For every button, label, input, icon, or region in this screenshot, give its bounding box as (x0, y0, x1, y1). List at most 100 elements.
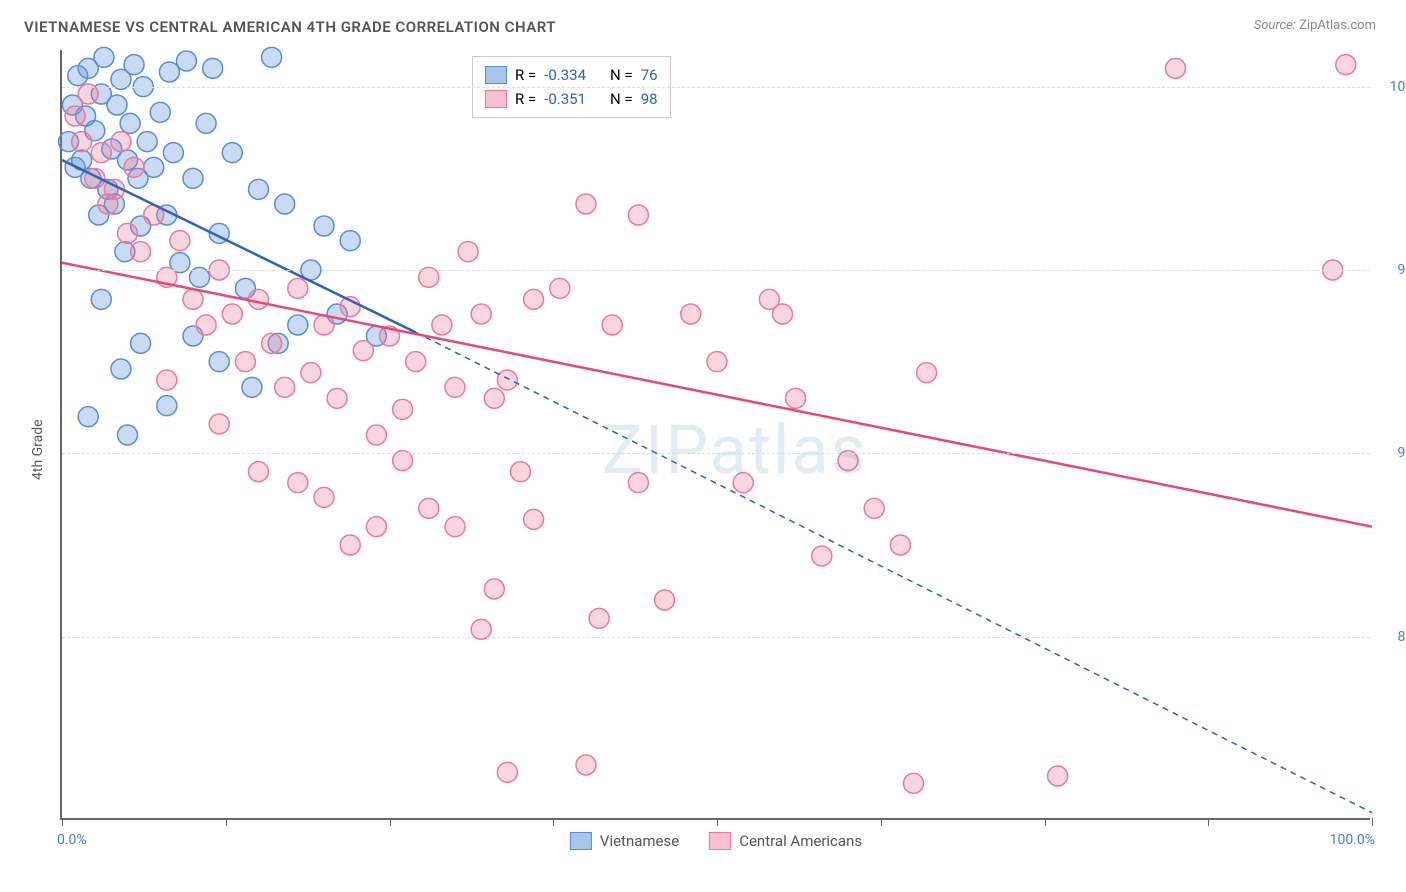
x-tick (1372, 818, 1373, 826)
data-point (1166, 58, 1186, 78)
x-axis-min-label: 0.0% (57, 832, 87, 848)
legend-bottom: Vietnamese Central Americans (570, 832, 862, 850)
data-point (550, 278, 570, 298)
data-point (183, 289, 203, 309)
data-point (576, 194, 596, 214)
data-point (419, 498, 439, 518)
data-point (681, 304, 701, 324)
x-tick (717, 818, 718, 826)
data-point (118, 425, 138, 445)
x-tick (553, 818, 554, 826)
data-point (120, 113, 140, 133)
data-point (406, 352, 426, 372)
data-point (163, 143, 183, 163)
data-point (196, 315, 216, 335)
data-point (176, 51, 196, 71)
data-point (864, 498, 884, 518)
data-point (432, 315, 452, 335)
legend-item-0: Vietnamese (570, 832, 679, 850)
data-point (497, 762, 517, 782)
data-point (314, 216, 334, 236)
data-point (91, 143, 111, 163)
data-point (445, 517, 465, 537)
data-point (484, 579, 504, 599)
data-point (235, 352, 255, 372)
data-point (124, 157, 144, 177)
data-point (94, 47, 114, 67)
data-point (471, 304, 491, 324)
data-point (131, 333, 151, 353)
data-point (124, 55, 144, 75)
data-point (209, 414, 229, 434)
grid-line (62, 87, 1370, 88)
trend-line-dashed (416, 332, 1372, 812)
n-label-0: N = (610, 63, 633, 87)
data-point (733, 473, 753, 493)
data-point (1336, 55, 1356, 75)
data-point (366, 425, 386, 445)
x-tick (881, 818, 882, 826)
data-point (890, 535, 910, 555)
data-point (602, 315, 622, 335)
data-point (196, 113, 216, 133)
data-point (353, 341, 373, 361)
y-tick-label: 100.0% (1380, 79, 1406, 95)
data-point (812, 546, 832, 566)
data-point (628, 205, 648, 225)
data-point (340, 535, 360, 555)
data-point (366, 517, 386, 537)
y-tick-label: 90.0% (1380, 445, 1406, 461)
data-point (524, 509, 544, 529)
chart-svg (62, 50, 1370, 818)
legend-item-1: Central Americans (709, 832, 862, 850)
x-tick (226, 818, 227, 826)
data-point (157, 370, 177, 390)
data-point (458, 242, 478, 262)
data-point (150, 102, 170, 122)
data-point (249, 289, 269, 309)
plot-area: ZIPatlas R = -0.334 N = 76 R = -0.351 N … (60, 50, 1370, 820)
grid-line (62, 637, 1370, 638)
data-point (288, 473, 308, 493)
data-point (157, 396, 177, 416)
data-point (340, 231, 360, 251)
stats-row-series-1: R = -0.351 N = 98 (485, 87, 658, 111)
data-point (242, 377, 262, 397)
data-point (904, 773, 924, 793)
data-point (131, 242, 151, 262)
data-point (222, 304, 242, 324)
legend-label-1: Central Americans (739, 832, 862, 850)
data-point (203, 58, 223, 78)
y-tick-label: 85.0% (1380, 629, 1406, 645)
y-tick-label: 95.0% (1380, 262, 1406, 278)
data-point (65, 106, 85, 126)
swatch-series-1 (485, 90, 507, 108)
r-value-1: -0.351 (544, 87, 586, 111)
x-tick (390, 818, 391, 826)
data-point (262, 333, 282, 353)
legend-swatch-1 (709, 832, 731, 850)
r-label-1: R = (515, 87, 536, 111)
data-point (327, 388, 347, 408)
x-axis-max-label: 100.0% (1330, 832, 1375, 848)
data-point (1048, 766, 1068, 786)
y-axis-title: 4th Grade (30, 419, 46, 480)
data-point (589, 608, 609, 628)
r-value-0: -0.334 (544, 63, 586, 87)
data-point (288, 315, 308, 335)
data-point (314, 487, 334, 507)
chart-title: VIETNAMESE VS CENTRAL AMERICAN 4TH GRADE… (24, 18, 556, 36)
data-point (72, 132, 92, 152)
data-point (222, 143, 242, 163)
data-point (118, 223, 138, 243)
source-name: ZipAtlas.com (1299, 18, 1376, 33)
data-point (249, 179, 269, 199)
data-point (183, 168, 203, 188)
data-point (170, 231, 190, 251)
data-point (917, 363, 937, 383)
data-point (107, 95, 127, 115)
r-label-0: R = (515, 63, 536, 87)
data-point (707, 352, 727, 372)
x-tick (1208, 818, 1209, 826)
stats-row-series-0: R = -0.334 N = 76 (485, 63, 658, 87)
